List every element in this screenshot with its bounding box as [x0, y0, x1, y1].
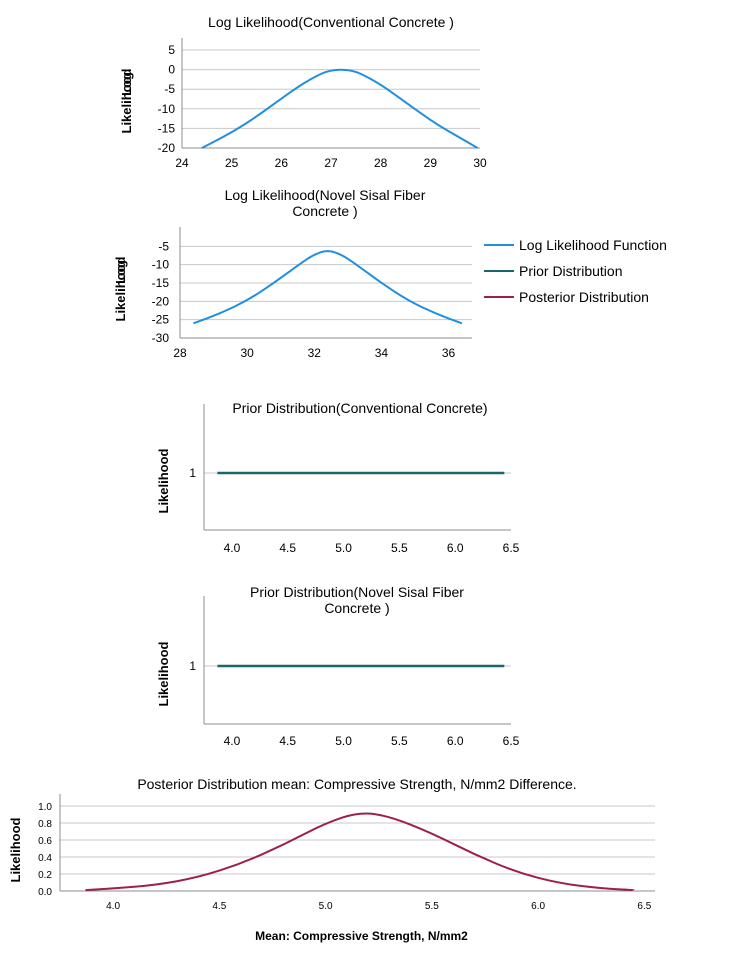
x-tick-label: 4.0 [224, 734, 241, 748]
series-line [201, 68, 479, 149]
chart-title: Concrete ) [324, 600, 389, 616]
y-tick-label: -20 [158, 141, 176, 155]
y-tick-label: 0.2 [38, 870, 52, 881]
chart-panel-5: 1.0 0.8 0.6 0.4 0.2 0.0 4.0 4.5 5.0 5.5 6.0 6.5 Post… [8, 776, 655, 943]
y-axis-label: Likelihood [119, 68, 134, 133]
x-tick-label: 6.5 [503, 734, 520, 748]
x-tick-label: 24 [175, 156, 189, 170]
chart-title: Log Likelihood(Novel Sisal Fiber [225, 187, 426, 203]
series-line [85, 812, 634, 892]
legend-label-prior: Prior Distribution [519, 263, 622, 279]
y-tick-label: 1 [189, 466, 196, 480]
y-tick-label: 5 [168, 43, 175, 57]
x-tick-label: 4.5 [279, 541, 296, 555]
x-tick-label: 5.0 [335, 541, 352, 555]
x-tick-label: 6.0 [531, 901, 545, 912]
x-tick-label: 5.0 [319, 901, 333, 912]
y-tick-label: -10 [152, 258, 170, 272]
y-tick-label: 0.6 [38, 836, 52, 847]
y-tick-label: -15 [152, 276, 170, 290]
x-tick-label: 4.5 [279, 734, 296, 748]
y-tick-label: 0.8 [38, 819, 52, 830]
x-tick-label: 30 [473, 156, 487, 170]
y-tick-label: 1.0 [38, 802, 52, 813]
x-tick-label: 26 [275, 156, 289, 170]
x-tick-label: 25 [225, 156, 239, 170]
y-tick-label: -15 [158, 121, 176, 135]
y-axis-label: Likelihood [113, 256, 128, 321]
y-axis-label: Likelihood [8, 817, 23, 882]
chart-panel-4: 1 4.0 4.5 5.0 5.5 6.0 6.5 Prior Distribution(No… [156, 584, 520, 748]
x-tick-label: 6.0 [447, 541, 464, 555]
x-tick-label: 4.0 [224, 541, 241, 555]
y-axis-label: Likelihood [156, 448, 171, 513]
x-tick-label: 30 [240, 346, 254, 360]
x-tick-label: 28 [173, 346, 187, 360]
x-tick-label: 6.5 [637, 901, 651, 912]
x-tick-label: 5.5 [391, 734, 408, 748]
y-tick-label: -5 [158, 239, 169, 253]
x-tick-label: 29 [424, 156, 438, 170]
legend-label-posterior: Posterior Distribution [519, 289, 649, 305]
series-line [193, 250, 463, 325]
y-axis-label: Log [119, 72, 134, 96]
chart-title: Prior Distribution(Conventional Concrete… [232, 400, 487, 416]
chart-title: Posterior Distribution mean: Compressive… [137, 776, 576, 792]
x-tick-label: 34 [375, 346, 389, 360]
legend-label-log-likelihood: Log Likelihood Function [519, 237, 667, 253]
x-tick-label: 6.5 [503, 541, 520, 555]
x-tick-label: 4.5 [212, 901, 226, 912]
legend: Log Likelihood Function Prior Distributi… [484, 237, 667, 305]
chart-panel-3: 1 4.0 4.5 5.0 5.5 6.0 6.5 Prior Distribution(Co… [156, 400, 520, 555]
x-tick-label: 5.0 [335, 734, 352, 748]
x-axis-label: Mean: Compressive Strength, N/mm2 [255, 929, 468, 943]
y-tick-label: -25 [152, 313, 170, 327]
chart-title: Log Likelihood(Conventional Concrete ) [208, 14, 454, 30]
chart-title: Concrete ) [292, 203, 357, 219]
y-axis-label: Log [113, 260, 128, 284]
y-tick-label: -20 [152, 294, 170, 308]
x-tick-label: 4.0 [106, 901, 120, 912]
x-tick-label: 32 [308, 346, 322, 360]
x-tick-label: 6.0 [447, 734, 464, 748]
y-tick-label: 0 [168, 63, 175, 77]
x-tick-label: 27 [324, 156, 338, 170]
chart-title: Prior Distribution(Novel Sisal Fiber [250, 584, 464, 600]
x-tick-label: 5.5 [425, 901, 439, 912]
y-tick-label: -30 [152, 331, 170, 345]
y-tick-label: 0.4 [38, 853, 52, 864]
y-tick-label: 1 [189, 659, 196, 673]
y-axis-label: Likelihood [156, 641, 171, 706]
y-tick-label: -10 [158, 102, 176, 116]
x-tick-label: 28 [374, 156, 388, 170]
y-tick-label: -5 [164, 82, 175, 96]
y-tick-label: 0.0 [38, 887, 52, 898]
x-tick-label: 5.5 [391, 541, 408, 555]
x-tick-label: 36 [442, 346, 456, 360]
